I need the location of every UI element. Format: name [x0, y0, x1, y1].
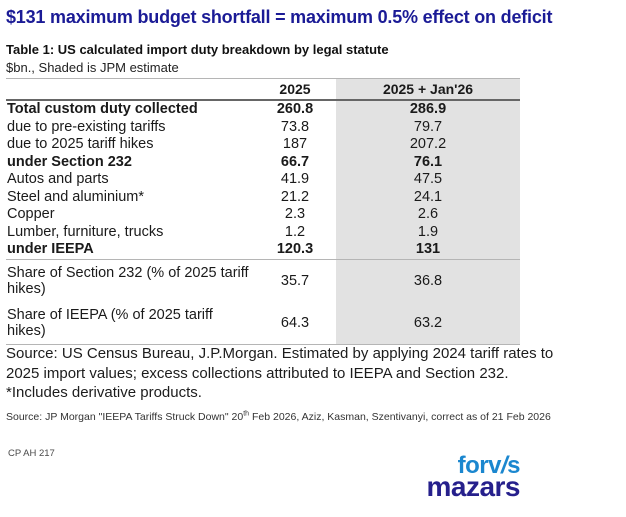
row-label: Steel and aluminium*	[7, 188, 145, 205]
page-title: $131 maximum budget shortfall = maximum …	[6, 7, 553, 27]
row-label: Share of Section 232 (% of 2025 tariff h…	[7, 264, 249, 297]
import-duty-table: 2025 2025 + Jan'26 Total custom duty col…	[6, 78, 520, 345]
row-label: Lumber, furniture, trucks	[7, 223, 164, 240]
table-row: due to pre-existing tariffs 73.8 79.7	[6, 118, 520, 136]
logo-forvis-post: s	[507, 452, 520, 479]
value-2025-jan26: 63.2	[336, 301, 520, 344]
table-row: Total custom duty collected 260.8 286.9	[6, 101, 520, 119]
footnote-text-post: Feb 2026, Aziz, Kasman, Szentivanyi, cor…	[249, 411, 551, 423]
table-row: Share of Section 232 (% of 2025 tariff h…	[6, 259, 520, 302]
row-label: under IEEPA	[7, 241, 94, 257]
footnote-text-pre: Source: JP Morgan "IEEPA Tariffs Struck …	[6, 411, 244, 423]
table-row: under IEEPA 120.3 131	[6, 241, 520, 260]
table-header-row: 2025 2025 + Jan'26	[6, 79, 520, 101]
logo-slash-glyph: /	[500, 452, 508, 479]
logo-forvis-wordmark: forv/s	[426, 454, 521, 478]
table-body: Total custom duty collected 260.8 286.9 due…	[6, 101, 520, 344]
value-2025-jan26: 286.9	[336, 101, 520, 119]
logo-forvis-pre: forv	[457, 452, 502, 479]
col-header-2025-jan26: 2025 + Jan'26	[336, 79, 520, 99]
row-label: due to 2025 tariff hikes	[7, 136, 154, 152]
col-header-2025: 2025	[279, 81, 311, 97]
value-2025-jan26: 24.1	[336, 188, 520, 206]
value-2025: 41.9	[280, 171, 310, 187]
table-row: Steel and aluminium* 21.2 24.1	[6, 188, 520, 206]
source-note-line: 2025 import values; excess collections a…	[6, 364, 509, 382]
row-label: due to pre-existing tariffs	[7, 118, 166, 135]
table-row: Lumber, furniture, trucks 1.2 1.9	[6, 223, 520, 241]
value-2025-jan26: 2.6	[336, 206, 520, 224]
value-2025: 35.7	[280, 272, 310, 289]
row-label: under Section 232	[7, 153, 132, 170]
row-label: Copper	[7, 206, 55, 222]
value-2025-jan26: 36.8	[336, 259, 520, 302]
table-row: Autos and parts 41.9 47.5	[6, 171, 520, 189]
value-2025: 66.7	[280, 153, 310, 170]
table-row: Copper 2.3 2.6	[6, 206, 520, 224]
value-2025-jan26: 47.5	[336, 171, 520, 189]
value-2025: 2.3	[284, 206, 306, 222]
table-row: Share of IEEPA (% of 2025 tariff hikes) 6…	[6, 301, 520, 344]
value-2025: 64.3	[280, 314, 310, 331]
table-section: Table 1: US calculated import duty break…	[6, 42, 520, 345]
value-2025: 73.8	[280, 118, 310, 135]
value-2025-jan26: 76.1	[336, 153, 520, 171]
row-label: Share of IEEPA (% of 2025 tariff hikes)	[7, 306, 213, 339]
col-header-empty	[6, 79, 254, 99]
row-label: Autos and parts	[7, 171, 109, 187]
forvis-mazars-logo: forv/s mazars	[426, 454, 521, 502]
table-heading: Table 1: US calculated import duty break…	[6, 42, 389, 57]
value-2025: 187	[282, 136, 308, 152]
row-label: Total custom duty collected	[7, 101, 198, 117]
table-row: under Section 232 66.7 76.1	[6, 153, 520, 171]
value-2025: 260.8	[276, 101, 314, 117]
logo-mazars-wordmark: mazars	[426, 470, 520, 502]
table-subtitle: $bn., Shaded is JPM estimate	[6, 60, 179, 75]
value-2025: 120.3	[276, 241, 314, 257]
source-note: Source: US Census Bureau, J.P.Morgan. Es…	[6, 344, 553, 403]
value-2025-jan26: 131	[336, 241, 520, 259]
source-note-line: Source: US Census Bureau, J.P.Morgan. Es…	[6, 345, 554, 362]
value-2025-jan26: 207.2	[336, 136, 520, 154]
footnote: Source: JP Morgan "IEEPA Tariffs Struck …	[6, 410, 551, 424]
value-2025-jan26: 79.7	[336, 118, 520, 136]
value-2025-jan26: 1.9	[336, 223, 520, 241]
source-note-line: *Includes derivative products.	[6, 384, 202, 401]
table-row: due to 2025 tariff hikes 187 207.2	[6, 136, 520, 154]
footnote-superscript: th	[243, 410, 250, 418]
doc-code: CP AH 217	[8, 448, 55, 459]
value-2025: 1.2	[284, 223, 306, 240]
value-2025: 21.2	[280, 188, 310, 205]
